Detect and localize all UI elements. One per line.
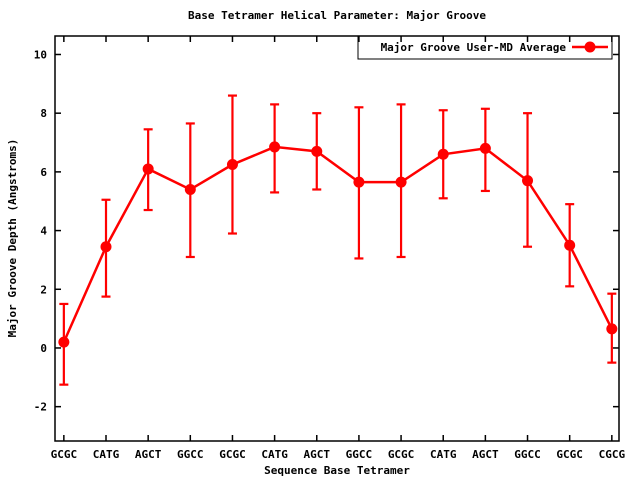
- y-tick-label: 8: [40, 107, 47, 120]
- x-tick-label: GCGC: [51, 448, 78, 461]
- data-point-marker: [395, 176, 407, 188]
- x-tick-label: CATG: [261, 448, 288, 461]
- legend-sample-marker: [584, 41, 596, 53]
- plot-border: [54, 35, 620, 442]
- x-tick-label: AGCT: [304, 448, 331, 461]
- y-tick-label: 10: [34, 48, 47, 61]
- x-tick-label: GGCC: [177, 448, 204, 461]
- x-tick-label: GCGC: [556, 448, 583, 461]
- data-point-marker: [311, 145, 323, 157]
- legend-label: Major Groove User-MD Average: [381, 41, 567, 54]
- plot-area: GCGC CATG AGCT GGCC GCGC CATG AGCT GGCC GCGC CATG…: [34, 36, 626, 461]
- x-tick-label: AGCT: [135, 448, 162, 461]
- y-tick-label: 4: [40, 225, 47, 238]
- y-tick-label: 0: [40, 342, 47, 355]
- y-axis-label: Major Groove Depth (Angstroms): [6, 139, 19, 338]
- legend-box: [357, 35, 613, 60]
- x-tick-label: CATG: [93, 448, 120, 461]
- data-point-marker: [226, 159, 238, 171]
- y-tick-label: -2: [34, 401, 47, 414]
- data-point-marker: [606, 323, 618, 335]
- x-tick-label: AGCT: [472, 448, 499, 461]
- data-point-marker: [184, 183, 196, 195]
- x-axis-label: Sequence Base Tetramer: [264, 464, 410, 477]
- data-point-marker: [522, 175, 534, 187]
- data-point-marker: [58, 336, 70, 348]
- y-tick-label: 6: [40, 166, 47, 179]
- x-tick-label: GCGC: [388, 448, 415, 461]
- data-point-marker: [269, 141, 281, 153]
- legend: Major Groove User-MD Average: [357, 35, 613, 60]
- data-point-marker: [564, 239, 576, 251]
- x-tick-label: GGCC: [346, 448, 373, 461]
- x-tick-label: CATG: [430, 448, 457, 461]
- data-point-marker: [353, 176, 365, 188]
- series-line: [62, 145, 613, 343]
- y-tick-label: 2: [40, 283, 47, 296]
- data-point-marker: [479, 142, 491, 154]
- data-point-marker: [100, 241, 112, 253]
- x-tick-label: GGCC: [514, 448, 541, 461]
- data-point-marker: [437, 148, 449, 160]
- x-tick-label: GCGC: [219, 448, 246, 461]
- x-tick-label: CGCG: [599, 448, 626, 461]
- data-point-marker: [142, 163, 154, 175]
- chart-title: Base Tetramer Helical Parameter: Major G…: [188, 9, 486, 22]
